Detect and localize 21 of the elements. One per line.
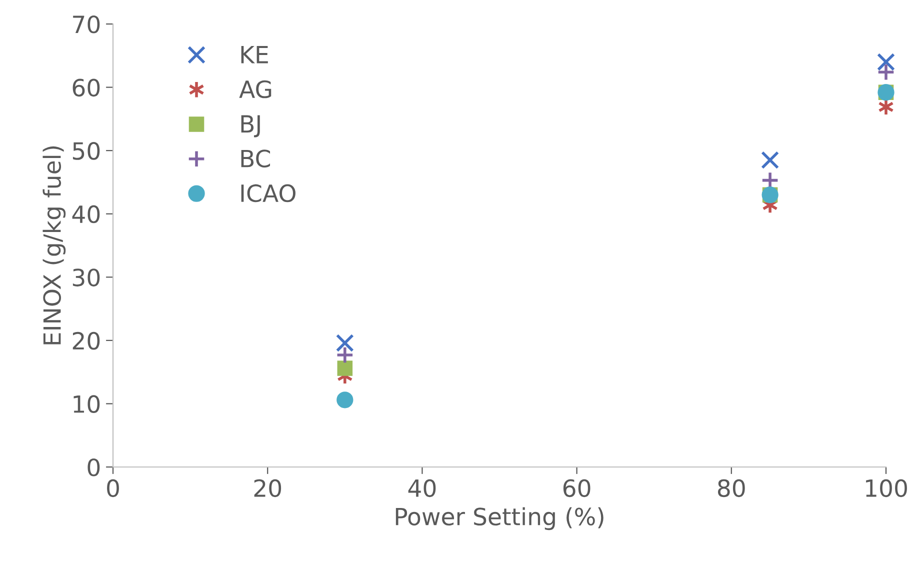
y-tick-label: 60 bbox=[72, 78, 100, 97]
x-tick-label: 60 bbox=[563, 479, 590, 498]
x-tick-label: 100 bbox=[866, 479, 907, 498]
legend-label: KE bbox=[241, 46, 268, 64]
y-axis-title: EINOX (g/kg fuel) bbox=[42, 146, 66, 344]
legend-label: BJ bbox=[241, 115, 260, 138]
y-tick-label: 40 bbox=[72, 205, 100, 224]
legend-label: AG bbox=[239, 80, 272, 98]
y-tick-label: 30 bbox=[72, 268, 100, 286]
legend-label: BC bbox=[241, 150, 270, 168]
y-tick-label: 20 bbox=[72, 332, 100, 350]
legend-label: ICAO bbox=[241, 184, 296, 202]
x-axis-title: Power Setting (%) bbox=[396, 507, 604, 530]
y-tick-label: 50 bbox=[72, 142, 100, 160]
x-tick-label: 40 bbox=[408, 479, 436, 498]
x-tick-label: 20 bbox=[254, 479, 282, 498]
x-tick-label: 80 bbox=[718, 479, 745, 498]
y-tick-label: 0 bbox=[88, 458, 100, 476]
y-tick-label: 10 bbox=[74, 395, 100, 414]
x-tick-label: 0 bbox=[107, 479, 119, 498]
y-tick-label: 70 bbox=[73, 15, 100, 34]
